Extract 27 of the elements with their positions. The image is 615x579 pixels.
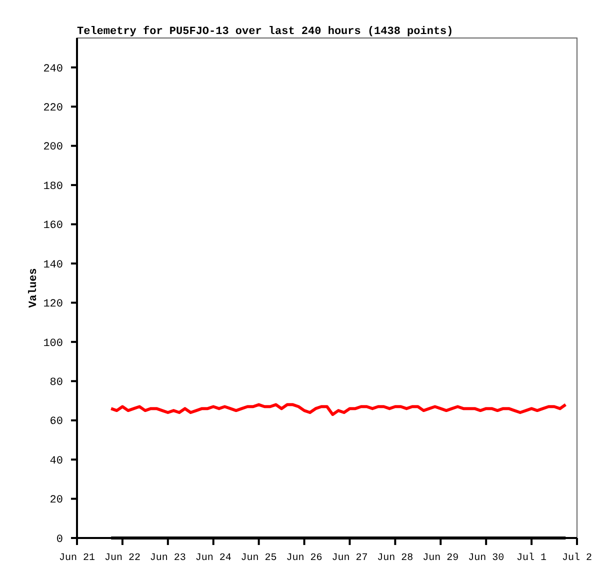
x-tick-label: Jun 27 [332, 553, 368, 564]
y-tick-label: 160 [43, 220, 63, 232]
x-tick-label: Jun 28 [377, 553, 414, 564]
x-tick-label: Jul 2 [562, 552, 592, 564]
x-tick-label: Jun 22 [104, 553, 140, 564]
x-tick-label: Jun 29 [422, 553, 459, 564]
x-tick-label: Jun 24 [195, 553, 232, 564]
y-tick-label: 40 [50, 455, 63, 468]
y-tick-label: 120 [43, 298, 63, 311]
x-tick-label: Jun 26 [286, 553, 322, 564]
y-tick-label: 0 [56, 534, 63, 546]
y-tick-label: 180 [43, 180, 63, 193]
y-tick-label: 240 [43, 63, 63, 76]
y-axis-title: Values [28, 268, 40, 308]
x-tick-label: Jun 30 [468, 553, 504, 564]
x-tick-label: Jul 1 [516, 552, 547, 564]
y-tick-label: 100 [43, 338, 63, 350]
x-tick-label: Jun 23 [150, 553, 186, 564]
chart-title: Telemetry for PU5FJO-13 over last 240 hours (1438 points) [77, 25, 454, 38]
y-tick-label: 20 [50, 494, 63, 507]
x-tick-label: Jun 21 [58, 553, 96, 564]
y-tick-label: 140 [43, 259, 63, 272]
x-tick-label: Jun 25 [240, 553, 277, 564]
y-tick-label: 200 [43, 142, 63, 154]
y-tick-label: 80 [50, 376, 63, 389]
y-tick-label: 60 [50, 416, 63, 428]
y-tick-label: 220 [43, 102, 63, 114]
